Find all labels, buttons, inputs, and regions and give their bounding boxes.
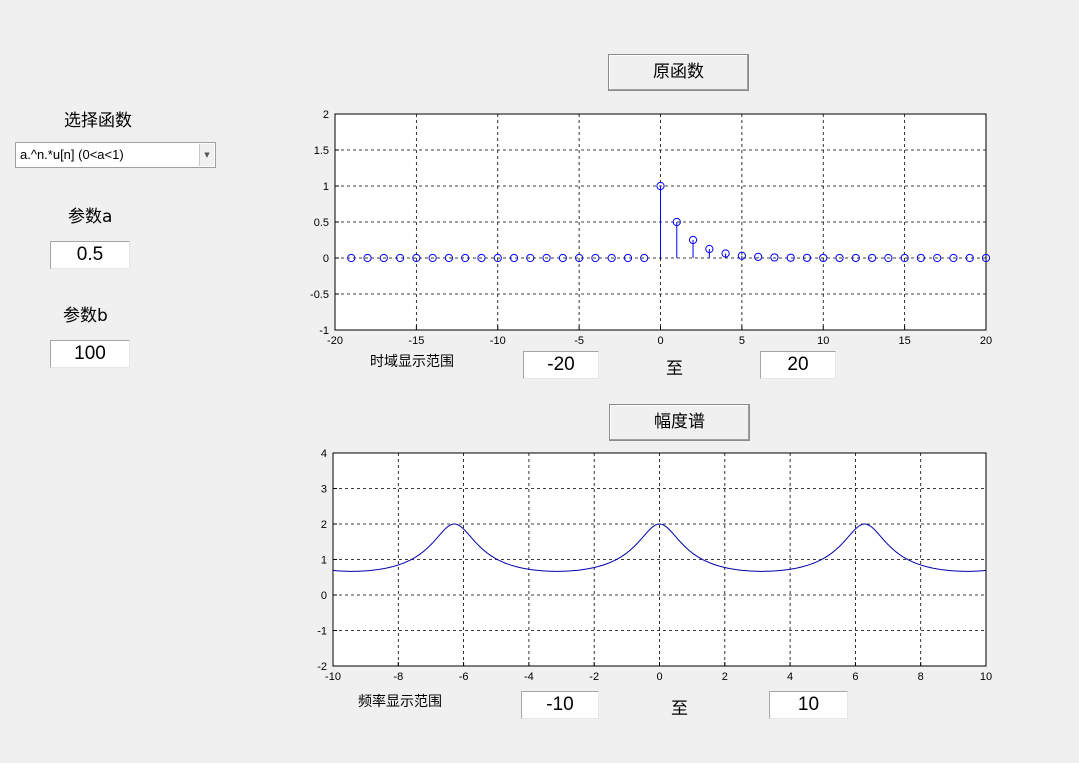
stem-marker (542, 253, 551, 263)
x-tick-label: 8 (918, 671, 924, 683)
y-tick-label: 1 (323, 181, 329, 193)
stem-marker (428, 253, 437, 263)
stem-marker (656, 181, 665, 191)
param-a-label: 参数a (68, 207, 113, 227)
x-tick-label: 0 (656, 671, 662, 683)
x-tick-label: 15 (899, 335, 911, 347)
x-tick-label: -10 (325, 671, 341, 683)
stem-marker (754, 252, 763, 261)
original-function-button[interactable]: 原函数 (608, 54, 749, 91)
stem-marker (933, 253, 942, 263)
y-tick-label: 3 (321, 484, 327, 496)
param-b-input[interactable]: 100 (50, 340, 130, 368)
freq-range-label: 频率显示范围 (358, 694, 442, 710)
stem-marker (526, 253, 535, 263)
chevron-down-icon[interactable]: ▼ (199, 144, 214, 166)
y-tick-label: 0 (323, 253, 329, 265)
stem-marker (672, 217, 681, 227)
function-select[interactable]: a.^n.*u[n] (0<a<1) ▼ (15, 142, 216, 168)
stem-marker (981, 253, 991, 263)
x-tick-label: 20 (980, 335, 992, 347)
freq-range-to-input[interactable]: 10 (769, 691, 848, 719)
stem-marker (965, 253, 974, 263)
y-tick-label: 0.5 (314, 217, 329, 229)
stem-marker (558, 253, 567, 263)
stem-marker (493, 253, 502, 263)
y-tick-label: 2 (321, 519, 327, 531)
magnitude-series-line (332, 523, 987, 572)
x-tick-label: -15 (408, 335, 424, 347)
freq-range-from-input[interactable]: -10 (521, 691, 599, 719)
x-tick-label: 0 (657, 335, 663, 347)
x-tick-label: 6 (852, 671, 858, 683)
stem-marker (884, 253, 893, 263)
stem-marker (949, 253, 958, 263)
y-tick-label: 2 (323, 109, 329, 121)
stem-marker (379, 253, 388, 263)
stem-marker (509, 253, 519, 263)
x-tick-label: -10 (490, 335, 506, 347)
stem-marker (412, 253, 421, 263)
x-tick-label: -6 (459, 671, 469, 683)
stem-marker (347, 253, 356, 263)
stem-marker (721, 249, 730, 258)
stem-marker (444, 253, 454, 263)
stem-marker (575, 253, 584, 263)
stem-marker (835, 253, 844, 263)
stem-marker (591, 253, 600, 263)
x-tick-label: -4 (524, 671, 534, 683)
stem-marker (640, 253, 649, 263)
stem-marker (623, 253, 633, 263)
stem-marker (607, 253, 616, 263)
stem-marker (737, 251, 746, 260)
freq-range-to-label: 至 (671, 699, 688, 719)
y-tick-label: 1 (321, 555, 327, 567)
x-tick-label: 5 (739, 335, 745, 347)
time-range-from-input[interactable]: -20 (523, 351, 599, 379)
stem-marker (688, 235, 698, 245)
y-tick-label: -1 (319, 325, 329, 337)
y-tick-label: 1.5 (314, 145, 329, 157)
function-select-value: a.^n.*u[n] (0<a<1) (20, 147, 124, 162)
x-tick-label: -20 (327, 335, 343, 347)
param-b-label: 参数b (63, 306, 108, 326)
stem-marker (867, 253, 877, 263)
x-tick-label: -8 (393, 671, 403, 683)
y-tick-label: 0 (321, 590, 327, 602)
x-tick-label: 10 (817, 335, 829, 347)
time-domain-plot: -20 -15 -10 -5 0 5 10 15 20 -1 -0.5 0 0.5 1 1.5 2 (310, 109, 992, 347)
stem-marker (900, 253, 909, 263)
stem-marker (705, 244, 714, 254)
time-range-label: 时域显示范围 (370, 354, 454, 370)
stem-marker (770, 253, 779, 262)
time-range-to-label: 至 (666, 359, 683, 379)
stem-marker (916, 253, 926, 263)
y-tick-label: -1 (317, 626, 327, 638)
x-tick-label: 10 (980, 671, 992, 683)
y-tick-label: -0.5 (310, 289, 329, 301)
time-range-to-input[interactable]: 20 (760, 351, 836, 379)
x-tick-label: -5 (574, 335, 584, 347)
y-tick-label: 4 (321, 448, 327, 460)
x-tick-label: -2 (589, 671, 599, 683)
x-tick-label: 4 (787, 671, 793, 683)
param-a-input[interactable]: 0.5 (50, 241, 130, 269)
select-function-label: 选择函数 (64, 111, 132, 131)
stem-marker (477, 253, 486, 263)
stem-marker (363, 253, 372, 263)
stem-marker (461, 253, 470, 263)
stem-marker (786, 253, 795, 262)
stem-marker (851, 253, 860, 263)
magnitude-spectrum-button[interactable]: 幅度谱 (609, 404, 750, 441)
y-tick-label: -2 (317, 661, 327, 673)
stem-marker (802, 253, 812, 262)
stem-marker (396, 253, 405, 263)
x-tick-label: 2 (722, 671, 728, 683)
stem-marker (819, 253, 828, 263)
